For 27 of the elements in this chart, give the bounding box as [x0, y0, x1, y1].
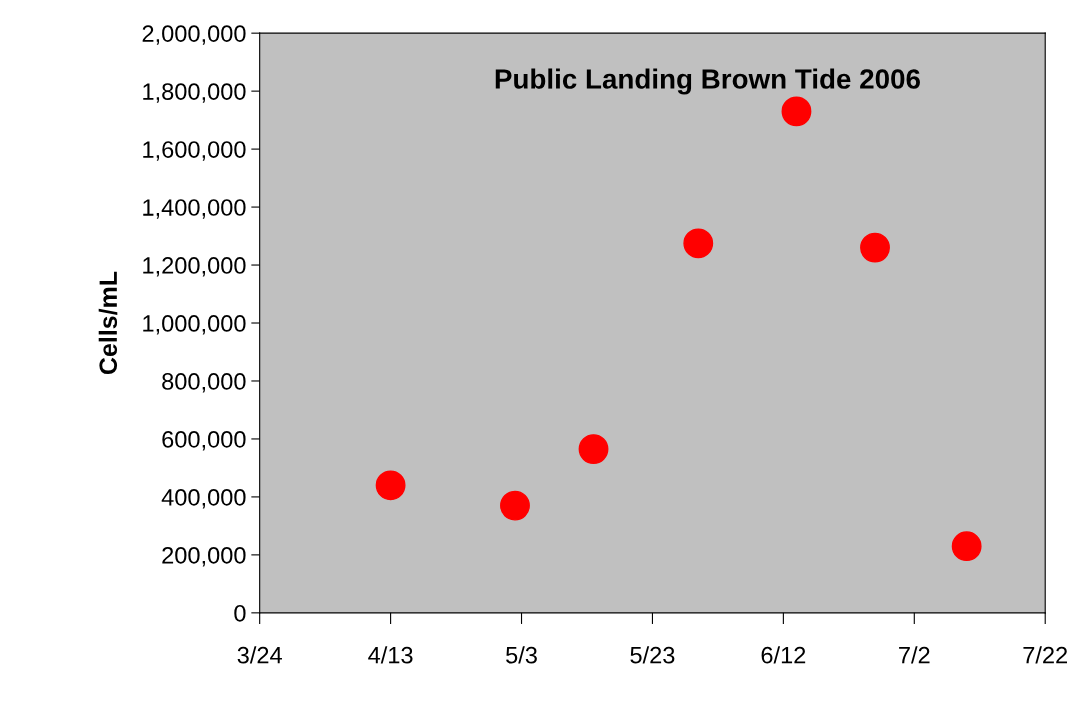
point	[500, 490, 530, 521]
y-tick-label: 1,200,000	[143, 257, 246, 277]
point	[860, 232, 890, 263]
y-axis-title: Cells/mL	[98, 271, 118, 375]
x-tick-label: 5/23	[630, 646, 675, 664]
y-tick-label: 2,000,000	[142, 25, 246, 45]
x-tick-label: 5/3	[506, 646, 537, 664]
y-tick-label: 200,000	[162, 546, 246, 567]
y-tick-label: 400,000	[161, 488, 246, 509]
point	[578, 434, 609, 465]
y-tick-label: 0	[234, 604, 246, 622]
x-tick-label: 7/2	[899, 646, 930, 664]
point	[375, 470, 406, 501]
point	[683, 228, 714, 259]
y-tick-label: 1,400,000	[143, 199, 246, 219]
y-tick-label: 800,000	[162, 373, 246, 393]
x-tick-label: 7/22	[1023, 646, 1068, 664]
x-tick-label: 6/12	[761, 646, 806, 664]
y-tick-label: 1,800,000	[143, 83, 246, 103]
y-tick-label: 1,600,000	[143, 141, 246, 161]
y-tick-label: 600,000	[162, 431, 246, 451]
x-tick-label: 4/13	[368, 646, 413, 664]
x-tick-label: 3/24	[237, 646, 282, 664]
y-tick-label: 1,000,000	[143, 315, 246, 335]
point	[781, 96, 812, 127]
point	[951, 531, 982, 562]
text: Public Landing Brown Tide 2006	[495, 68, 920, 95]
